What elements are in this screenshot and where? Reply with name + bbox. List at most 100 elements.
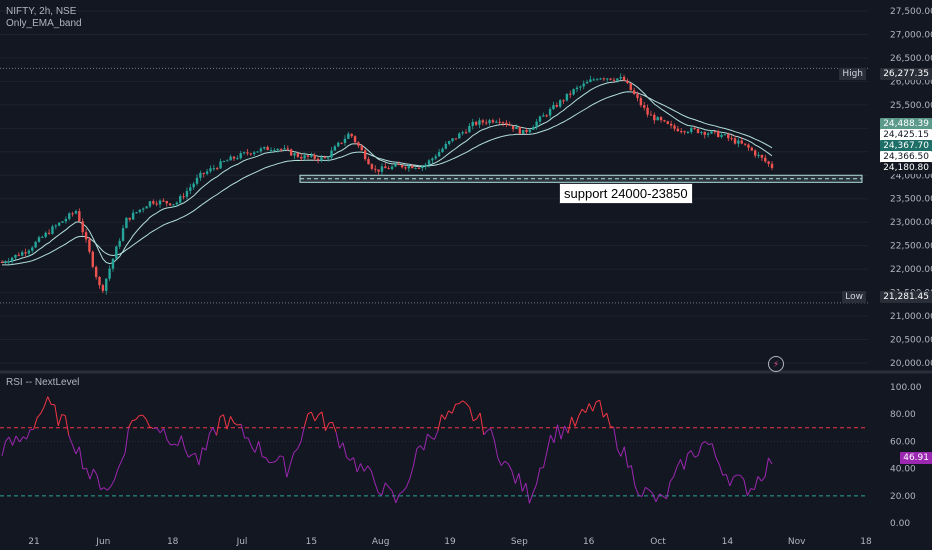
rsi-segment [89,468,94,480]
candle-body [764,157,767,162]
support-zone [299,174,863,183]
rsi-segment [465,403,471,408]
rsi-segment [525,482,530,504]
rsi-segment [641,487,646,497]
rsi-segment [103,487,108,491]
candle-body [730,138,733,140]
candle-body [404,167,407,169]
candle-body [710,131,713,134]
rsi-tick-label: 100.00 [890,383,922,393]
price-tick-label: 27,000.00 [890,31,932,41]
price-tick-label: 22,000.00 [890,265,932,275]
candle-body [508,124,511,126]
rsi-segment [124,427,130,454]
candle-body [649,114,653,116]
rsi-segment [448,410,453,414]
rsi-segment [388,486,393,492]
candle-body [88,239,91,252]
candle-body [723,134,727,136]
rsi-segment [659,493,664,497]
rsi-segment [423,434,428,451]
candle-body [350,133,353,137]
candle-body [757,154,760,156]
candle-body [397,164,400,166]
candle-body [37,237,41,242]
rsi-segment [412,448,418,467]
time-tick-label: 16 [583,537,595,547]
candle-body [44,232,47,237]
candle-body [273,149,276,151]
candle-body [653,114,656,121]
candle-body [454,138,458,140]
candle-body [131,212,135,220]
rsi-segment [697,443,703,456]
candle-body [118,240,121,247]
rsi-segment [434,430,439,440]
candle-body [693,127,696,129]
candle-body [111,258,115,269]
rsi-segment [694,454,699,458]
rsi-segment [191,452,196,456]
indicator-legend[interactable]: Only_EMA_band [6,18,82,29]
rsi-segment [718,464,724,476]
candle-body [185,190,189,197]
candle-body [622,76,626,81]
candle-body [320,157,323,161]
candle-body [337,142,340,147]
candle-body [209,168,212,172]
candle-body [303,155,306,159]
rsi-segment [560,425,566,440]
rsi-segment [399,491,404,495]
price-tag: 24,488.39 [880,118,932,130]
candle-body [71,213,74,215]
candle-body [300,156,303,159]
rsi-segment [564,425,569,434]
rsi-segment [711,443,717,458]
rsi-segment [592,401,597,412]
flash-icon[interactable]: ⚡ [768,356,784,372]
rsi-segment [360,463,365,472]
rsi-segment [92,468,98,476]
rsi-segment [676,459,682,467]
rsi-segment [655,493,660,503]
rsi-segment [356,463,362,473]
candle-body [669,123,673,126]
rsi-segment [68,435,73,445]
candle-body [215,168,219,170]
rsi-segment [490,428,495,441]
rsi-legend[interactable]: RSI -- NextLevel [6,377,80,388]
candle-body [495,121,498,123]
rsi-segment [645,486,650,491]
rsi-segment [479,412,485,435]
candle-body [219,161,222,169]
candle-body [34,241,37,248]
candle-body [717,131,720,138]
rsi-segment [743,479,748,496]
rsi-segment [128,420,133,428]
candle-body [57,222,61,226]
rsi-segment [451,404,457,414]
price-tag: 24,180.80 [880,162,932,174]
candle-body [448,141,451,144]
rsi-segment [254,440,260,453]
candle-body [340,142,343,144]
rsi-segment [1,441,7,456]
candle-body [767,161,770,164]
candle-body [532,127,535,130]
rsi-segment [497,457,502,466]
support-annotation-label[interactable]: support 24000-23850 [559,183,693,204]
rsi-segment [275,455,281,462]
candle-body [326,157,330,159]
time-tick-label: Sep [511,537,528,547]
rsi-segment [230,416,235,424]
symbol-legend[interactable]: NIFTY, 2h, NSE [6,6,77,17]
time-tick-label: Aug [372,537,390,547]
candle-body [205,171,209,174]
rsi-segment [223,414,228,430]
rsi-segment [764,457,769,478]
candle-body [236,158,239,160]
rsi-segment [174,443,178,447]
candle-body [464,132,468,134]
candle-body [242,152,246,154]
